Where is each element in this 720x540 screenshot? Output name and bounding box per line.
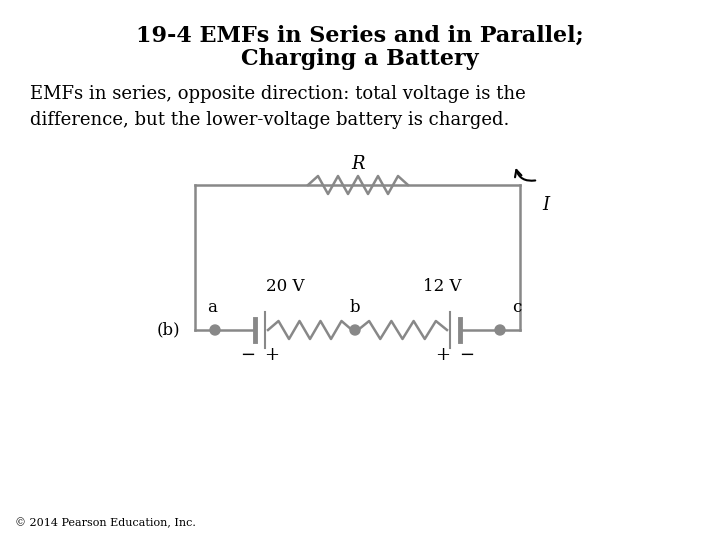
Circle shape	[210, 325, 220, 335]
Text: © 2014 Pearson Education, Inc.: © 2014 Pearson Education, Inc.	[15, 517, 196, 528]
Text: −: −	[459, 346, 474, 364]
Text: −: −	[240, 346, 256, 364]
Text: 12 V: 12 V	[423, 278, 462, 295]
Circle shape	[350, 325, 360, 335]
Text: 20 V: 20 V	[266, 278, 305, 295]
Text: +: +	[264, 346, 279, 364]
Text: b: b	[350, 299, 360, 316]
Text: (b): (b)	[156, 321, 180, 339]
Text: a: a	[207, 299, 217, 316]
Text: 19-4 EMFs in Series and in Parallel;: 19-4 EMFs in Series and in Parallel;	[136, 25, 584, 47]
Text: c: c	[512, 299, 521, 316]
FancyArrowPatch shape	[515, 170, 535, 181]
Circle shape	[495, 325, 505, 335]
Text: +: +	[436, 346, 451, 364]
Text: I: I	[542, 196, 549, 214]
Text: EMFs in series, opposite direction: total voltage is the
difference, but the low: EMFs in series, opposite direction: tota…	[30, 85, 526, 130]
Text: R: R	[351, 155, 365, 173]
Text: Charging a Battery: Charging a Battery	[241, 48, 479, 70]
